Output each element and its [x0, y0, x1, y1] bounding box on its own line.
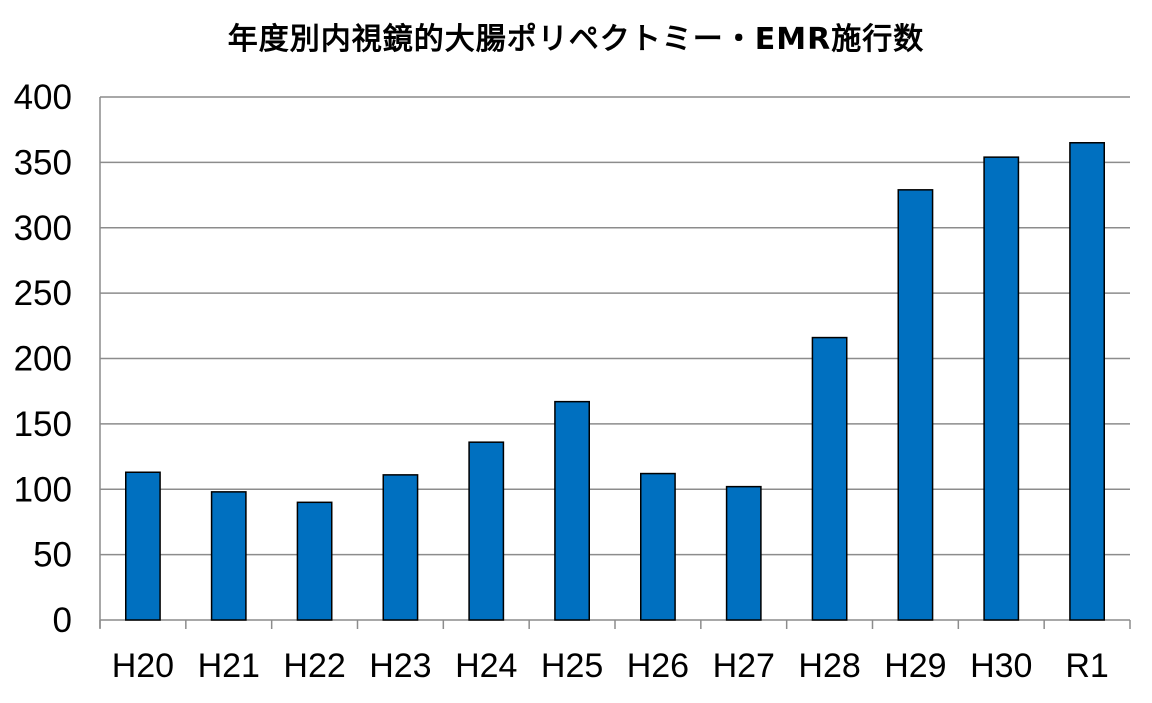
y-tick-label: 400: [14, 78, 72, 117]
y-tick-label: 350: [14, 143, 72, 182]
bar-H20: [125, 471, 161, 621]
bar-H26: [640, 472, 676, 621]
x-tick-label: H30: [970, 647, 1032, 685]
y-tick-label: 50: [33, 536, 72, 575]
bar-H24: [468, 441, 505, 621]
x-tick-label: R1: [1065, 647, 1108, 685]
x-tick-label: H24: [455, 647, 517, 685]
y-tick-label: 200: [14, 340, 72, 379]
x-tick-label: H20: [112, 647, 174, 685]
y-tick-label: 0: [53, 601, 72, 640]
x-tick-label: H22: [283, 647, 345, 685]
x-tick-label: H26: [627, 647, 689, 685]
chart-title: 年度別内視鏡的大腸ポリペクトミー・EMR施行数: [227, 22, 925, 57]
x-tick-label: H25: [541, 647, 603, 685]
y-tick-label: 100: [14, 470, 72, 509]
bar-H21: [210, 491, 247, 621]
x-tick-label: H27: [713, 647, 775, 685]
bar-R1: [1069, 142, 1105, 621]
bar-H28: [811, 336, 848, 621]
x-tick-label: H21: [198, 647, 260, 685]
bar-H29: [897, 189, 934, 621]
y-tick-label: 250: [14, 274, 72, 313]
bar-H30: [983, 156, 1020, 621]
y-tick-label: 300: [14, 209, 72, 248]
bar-H22: [296, 501, 333, 621]
bar-H27: [725, 485, 762, 621]
bar-H23: [382, 474, 419, 621]
y-tick-label: 150: [14, 405, 72, 444]
x-tick-label: H28: [798, 647, 860, 685]
x-tick-label: H29: [884, 647, 946, 685]
x-tick-label: H23: [369, 647, 431, 685]
bar-H25: [554, 400, 591, 621]
